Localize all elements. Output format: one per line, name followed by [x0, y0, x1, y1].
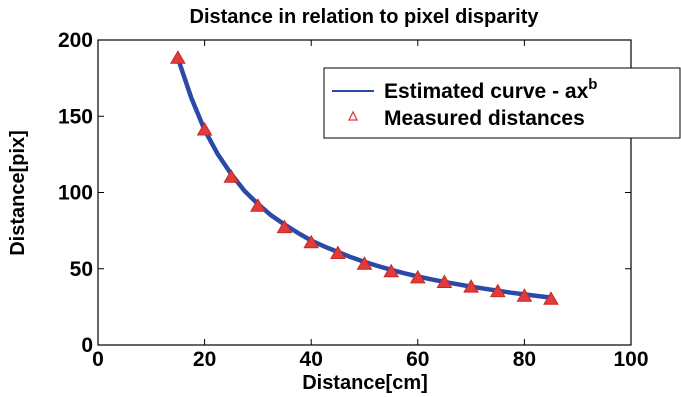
measured-point [543, 291, 559, 305]
measured-point [489, 283, 506, 298]
y-tick-label: 200 [58, 29, 93, 52]
chart-title: Distance in relation to pixel disparity [190, 6, 540, 28]
measured-point [196, 122, 213, 136]
x-tick-label: 0 [92, 348, 104, 371]
series-layer [170, 50, 559, 305]
legend-triangle-swatch [347, 110, 359, 121]
x-tick-label: 40 [300, 348, 323, 371]
legend-box [323, 67, 681, 139]
measured-point [383, 263, 400, 278]
y-tick-label: 100 [58, 182, 93, 205]
y-axis-title: Distance[pix] [7, 130, 29, 256]
x-tick-label: 80 [513, 348, 536, 371]
x-axis-title: Distance[cm] [302, 372, 428, 394]
measured-point [250, 198, 266, 212]
measured-point [330, 245, 346, 259]
legend-label-measured: Measured distances [384, 107, 585, 130]
measured-point [516, 288, 533, 302]
measured-point [463, 279, 479, 293]
measured-point [436, 274, 453, 288]
measured-point [409, 269, 426, 284]
legend-label-estimated: Estimated curve - axb [384, 76, 597, 103]
measured-point [276, 219, 293, 234]
measured-point [170, 50, 186, 64]
measured-point [223, 169, 240, 183]
measured-point [303, 234, 320, 249]
y-tick-label: 50 [70, 258, 93, 281]
y-tick-label: 0 [81, 334, 93, 357]
measured-point [356, 256, 373, 270]
x-tick-label: 60 [406, 348, 429, 371]
x-axis: 0 20 40 60 80 100 [92, 40, 649, 371]
x-tick-label: 20 [193, 348, 216, 371]
legend-label-exponent: b [588, 76, 597, 93]
x-tick-label: 100 [613, 348, 648, 371]
y-axis: 0 50 100 150 200 [58, 29, 631, 357]
y-tick-label: 150 [58, 105, 93, 128]
legend: Estimated curve - axb Measured distances [323, 67, 681, 139]
